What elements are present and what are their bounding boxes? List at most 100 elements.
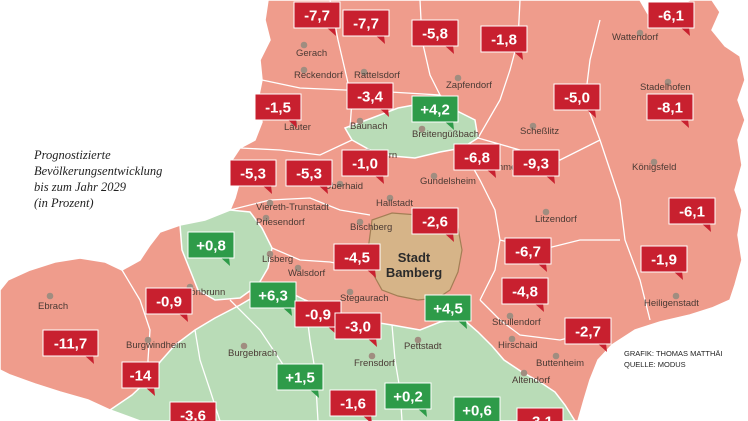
badge-value: +0,8 [196,238,226,255]
badge-value: -3,1 [527,414,553,421]
decline-badge: -5,3 [229,159,277,194]
badge-value: +1,5 [285,370,315,387]
growth-badge: +6,3 [249,281,297,316]
place-name: Gundelsheim [420,176,476,187]
badge-value: -1,6 [340,396,366,413]
badge-box [668,197,716,225]
badge-value: -6,1 [658,8,684,25]
place-name: Heiligenstadt [644,298,699,309]
place-name: Wattendorf [612,32,658,43]
badge-box [333,243,381,271]
badge-box [249,281,297,309]
badge-value: -5,3 [240,166,266,183]
badge-value: -6,1 [679,204,705,221]
badge-box [42,329,99,357]
place-name: Schönbrunn [174,287,225,298]
decline-badge: -7,7 [293,1,341,36]
badge-box [293,1,341,29]
badge-pointer [262,185,272,194]
growth-badge: +0,6 [453,396,501,421]
badge-box [424,294,472,322]
place-dot [508,335,516,343]
credit-source: QUELLE: MODUS [624,360,686,369]
decline-badge: -1,9 [640,245,688,280]
badge-pointer [145,387,155,396]
place-name: Baunach [350,121,388,132]
badge-value: -4,8 [512,284,538,301]
badge-pointer [444,45,454,54]
badges-layer: -7,7 -7,7 -5,8 -1,8 -6,1 -5,0 -8,1 -1,5 -3,4 +4,2… [42,1,716,421]
badge-value: -2,7 [575,324,601,341]
badge-box [145,287,193,315]
badge-pointer [513,51,523,60]
badge-box [647,1,695,29]
badge-box [516,407,564,421]
badge-box [341,149,389,177]
badge-value: -7,7 [353,16,379,33]
badge-value: -9,3 [523,156,549,173]
place-dot [636,29,644,37]
place-dot [360,68,368,76]
badge-pointer [220,257,230,266]
badge-box [512,149,560,177]
growth-badge: +4,5 [424,294,472,329]
decline-badge: -5,3 [285,159,333,194]
place-dot [300,41,308,49]
badge-value: -1,8 [491,32,517,49]
badge-pointer [367,338,377,347]
badge-box [254,93,302,121]
badge-pointer [318,185,328,194]
place-dot [552,352,560,360]
badge-pointer [84,355,94,364]
city-name-line1: Stadt [398,250,431,265]
badge-pointer [287,119,297,128]
badge-value: -5,8 [422,26,448,43]
place-name: Lauter [284,122,311,133]
growth-badge: +1,5 [276,363,324,398]
decline-badge: -2,7 [564,317,612,352]
place-name: Viereth-Trunstadt [256,202,329,213]
badge-pointer [701,223,711,232]
badge-pointer [417,408,427,417]
badge-box [411,207,459,235]
badge-box [169,401,217,421]
place-dot [418,125,426,133]
badge-value: -14 [130,368,152,385]
badge-box [121,361,160,389]
place-name: Gerach [296,48,327,59]
decline-badge: -6,7 [504,237,552,272]
badge-pointer [457,320,467,329]
place-name: Königsfeld [632,162,676,173]
badge-box [276,363,324,391]
decline-badge: -3,1 [516,407,564,421]
badge-box [384,382,432,410]
map-title-line1: Prognostizierte [33,148,111,162]
badge-value: -7,7 [304,8,330,25]
place-name: Scheßlitz [520,126,559,137]
place-name: Lisberg [262,254,293,265]
decline-badge: -3,6 [169,401,217,421]
place-name: Rattelsdorf [354,70,400,81]
growth-badge: +0,2 [384,382,432,417]
badge-pointer [326,27,336,36]
decline-badge: -6,1 [668,197,716,232]
place-name: Bischberg [350,222,392,233]
decline-badge: -11,7 [42,329,99,364]
badge-value: +4,5 [433,301,463,318]
place-dot [346,288,354,296]
badge-pointer [366,269,376,278]
decline-badge: -1,0 [341,149,389,184]
place-dot [368,352,376,360]
decline-badge: -8,1 [646,93,694,128]
badge-box [501,277,549,305]
place-dot [356,117,364,125]
place-name: Hallstadt [376,198,413,209]
badge-box [285,159,333,187]
place-name: Strullendorf [492,317,541,328]
place-name: Altendorf [512,375,550,386]
badge-pointer [379,108,389,117]
badge-pointer [309,389,319,398]
badge-box [342,9,390,37]
badge-value: -5,0 [564,90,590,107]
badge-pointer [534,303,544,312]
